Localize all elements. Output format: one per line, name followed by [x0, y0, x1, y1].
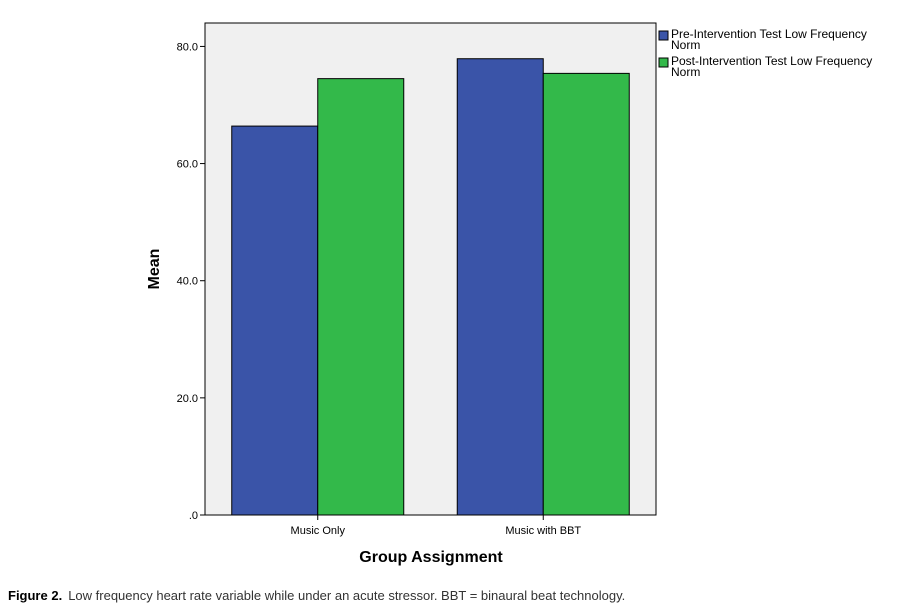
bar-post-0 — [317, 78, 405, 516]
y-tick-label: 20.0 — [177, 393, 198, 405]
legend: Pre-Intervention Test Low Frequency NormP… — [658, 27, 872, 79]
x-axis-title: Group Assignment — [359, 549, 503, 566]
y-tick-label: 80.0 — [177, 41, 198, 53]
bars — [231, 58, 630, 516]
y-tick-label: .0 — [189, 510, 198, 522]
bar-pre-1 — [456, 58, 544, 516]
figure-caption: Figure 2. Low frequency heart rate variab… — [8, 588, 625, 603]
x-axis: Music Only Music with BBT — [291, 515, 581, 537]
x-tick-label: Music Only — [291, 525, 346, 537]
legend-swatch-1 — [658, 57, 669, 68]
y-tick-label: 40.0 — [177, 276, 198, 288]
y-tick-label: 60.0 — [177, 159, 198, 171]
legend-label-0: Pre-Intervention Test Low Frequency Norm — [671, 27, 867, 52]
legend-label-1: Post-Intervention Test Low Frequency Norm — [671, 54, 872, 79]
legend-swatch-0 — [658, 30, 669, 41]
y-axis-title: Mean — [146, 249, 163, 290]
x-tick-label: Music with BBT — [505, 525, 581, 537]
y-axis: .0 20.0 40.0 60.0 80.0 — [177, 41, 205, 522]
bar-post-1 — [542, 72, 630, 516]
figure-caption-text: Low frequency heart rate variable while … — [68, 588, 626, 603]
bar-pre-0 — [231, 125, 319, 516]
figure-caption-label: Figure 2. — [8, 588, 63, 603]
